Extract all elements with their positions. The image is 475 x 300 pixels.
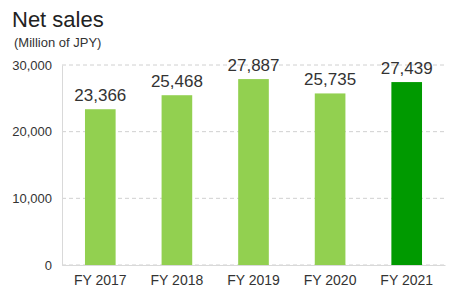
x-axis: FY 2017 FY 2018 FY 2019 FY 2020 FY 2021 [63, 266, 446, 288]
grid [62, 65, 445, 265]
y-tick-label: 20,000 [12, 124, 52, 139]
x-tick-label: FY 2020 [304, 272, 357, 288]
x-tick: FY 2019 [227, 272, 280, 288]
y-tick: 10,000 [12, 191, 62, 206]
x-tick: FY 2020 [304, 272, 357, 288]
title: Net sales [12, 7, 104, 32]
x-tick: FY 2021 [380, 272, 433, 288]
bar [162, 95, 193, 265]
x-tick-label: FY 2017 [74, 272, 127, 288]
x-tick: FY 2018 [151, 272, 204, 288]
y-axis-line [62, 66, 63, 266]
y-tick-label: 0 [45, 258, 52, 273]
y-tick: 30,000 [12, 58, 62, 73]
y-tick: 0 [45, 258, 62, 273]
bars [85, 79, 422, 265]
data-labels: 23,366 25,468 27,887 25,735 27,439 [74, 56, 432, 105]
x-tick-label: FY 2021 [380, 272, 433, 288]
data-label: 25,735 [304, 70, 356, 89]
y-axis: 0 10,000 20,000 30,000 [12, 58, 62, 273]
x-tick: FY 2017 [74, 272, 127, 288]
data-label: 25,468 [151, 72, 203, 91]
y-tick-label: 10,000 [12, 191, 52, 206]
bar [391, 82, 422, 265]
chart: Net sales (Million of JPY) 0 10,000 20,000 30… [0, 0, 475, 300]
bar [315, 93, 346, 265]
bar [85, 109, 116, 265]
y-tick-label: 30,000 [12, 58, 52, 73]
data-label: 27,887 [228, 56, 280, 75]
data-label: 23,366 [74, 86, 126, 105]
x-axis-line [63, 265, 446, 266]
data-label: 27,439 [381, 59, 433, 78]
y-tick: 20,000 [12, 124, 62, 139]
subtitle: (Million of JPY) [14, 35, 101, 50]
x-tick-label: FY 2019 [227, 272, 280, 288]
x-tick-label: FY 2018 [151, 272, 204, 288]
bar [238, 79, 269, 265]
